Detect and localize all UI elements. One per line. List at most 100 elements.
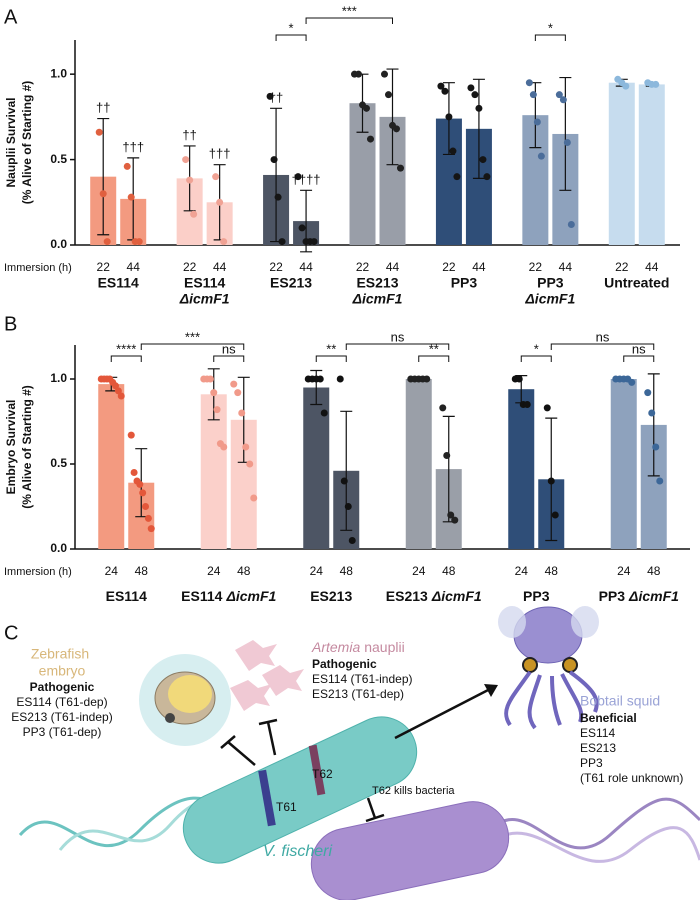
panel-label: C xyxy=(4,622,18,644)
artemia-role: Pathogenic xyxy=(312,657,377,671)
timepoint-label: 48 xyxy=(135,564,149,578)
data-point xyxy=(547,477,555,485)
timepoint-label: 44 xyxy=(299,260,313,274)
data-point xyxy=(278,238,286,246)
significance-label: ns xyxy=(632,341,646,356)
data-point xyxy=(220,443,228,451)
eye xyxy=(165,713,175,723)
significance-label: ** xyxy=(326,341,336,356)
squid-strain: (T61 role unknown) xyxy=(580,771,683,785)
squid-fin xyxy=(498,606,526,638)
panel-label: A xyxy=(4,6,18,28)
artemia xyxy=(230,680,272,711)
zebrafish-strain: ES114 (T61-dep) xyxy=(16,695,107,709)
category-label: ES213 xyxy=(356,275,398,291)
data-point xyxy=(628,378,636,386)
significance-label: ** xyxy=(429,341,439,356)
data-point xyxy=(310,238,318,246)
category-label: ΔicmF1 xyxy=(179,291,230,307)
data-point xyxy=(449,147,457,155)
timepoint-label: 22 xyxy=(97,260,111,274)
data-point xyxy=(266,92,274,100)
data-point xyxy=(423,375,431,383)
significance-bracket xyxy=(275,34,307,41)
data-point xyxy=(537,152,545,160)
timepoint-label: 22 xyxy=(615,260,629,274)
data-point xyxy=(127,431,135,439)
category-label: ES114 xyxy=(106,588,147,604)
squid-fin xyxy=(571,606,599,638)
category-label: ΔicmF1 xyxy=(352,291,403,307)
significance-label: * xyxy=(534,341,539,356)
timepoint-label: 48 xyxy=(237,564,251,578)
data-point xyxy=(471,91,479,99)
data-point xyxy=(147,525,155,533)
error-bar xyxy=(559,76,572,191)
category-label: ES114 xyxy=(98,275,139,291)
category-label: ES213 xyxy=(310,588,352,604)
significance-label: * xyxy=(548,20,553,35)
error-bar xyxy=(647,373,660,477)
category-label-part: ES213 xyxy=(386,588,428,604)
significance-bracket xyxy=(213,355,245,362)
data-point xyxy=(144,514,152,522)
significance-bracket xyxy=(534,34,566,41)
timepoint-label: 22 xyxy=(183,260,197,274)
data-point xyxy=(320,409,328,417)
data-point xyxy=(451,516,459,524)
squid-eye xyxy=(562,657,578,673)
data-point xyxy=(479,156,487,164)
category-label-part: ES114 xyxy=(181,588,222,604)
data-point xyxy=(294,173,302,181)
bar xyxy=(638,84,665,246)
data-point xyxy=(127,193,135,201)
data-point xyxy=(551,511,559,519)
species-label: V. fischeri xyxy=(263,843,333,860)
zebrafish-strain: ES213 (T61-indep) xyxy=(11,710,112,724)
category-label: ES213 xyxy=(270,275,312,291)
target-bacterium xyxy=(310,801,510,900)
y-tick-label: 0.5 xyxy=(50,456,67,470)
timepoint-label: 22 xyxy=(529,260,543,274)
data-point xyxy=(525,79,533,87)
inhibition-line xyxy=(266,721,277,756)
data-point xyxy=(443,452,451,459)
significance-label: ns xyxy=(222,341,236,356)
significance-label: **** xyxy=(116,341,136,356)
data-point xyxy=(559,96,567,104)
data-point xyxy=(186,176,194,184)
data-point xyxy=(234,389,242,397)
data-point xyxy=(123,162,131,170)
t62-label: T62 xyxy=(312,767,333,781)
data-point xyxy=(381,70,388,78)
inhibition-bar xyxy=(365,813,385,823)
significance-marker: †† xyxy=(269,90,283,105)
zebrafish-name: embryo xyxy=(39,663,86,679)
timepoint-label: 48 xyxy=(340,564,354,578)
error-bar xyxy=(340,410,353,531)
inhibition-bar xyxy=(220,735,236,749)
significance-bracket xyxy=(315,355,347,362)
bar xyxy=(610,379,637,549)
t61-system xyxy=(258,769,276,827)
data-point xyxy=(99,190,107,198)
category-label: ES213 ΔicmF1 xyxy=(386,588,482,604)
squid-strain: PP3 xyxy=(580,756,603,770)
timepoint-label: 24 xyxy=(515,564,529,578)
y-tick-label: 1.0 xyxy=(50,66,67,80)
timepoint-label: 24 xyxy=(617,564,631,578)
timepoint-label: 24 xyxy=(105,564,119,578)
data-point xyxy=(298,224,306,232)
category-label-part: ES213 xyxy=(310,588,352,604)
data-point xyxy=(529,91,537,99)
data-point xyxy=(190,210,198,218)
data-point xyxy=(355,70,362,78)
data-point xyxy=(274,193,282,201)
x-axis-label: Immersion (h) xyxy=(4,566,72,578)
zebrafish-role: Pathogenic xyxy=(30,680,95,694)
significance-label: ns xyxy=(596,329,610,344)
data-point xyxy=(622,82,630,90)
data-point xyxy=(483,173,491,181)
data-point xyxy=(367,135,374,143)
squid-arms xyxy=(504,670,599,730)
